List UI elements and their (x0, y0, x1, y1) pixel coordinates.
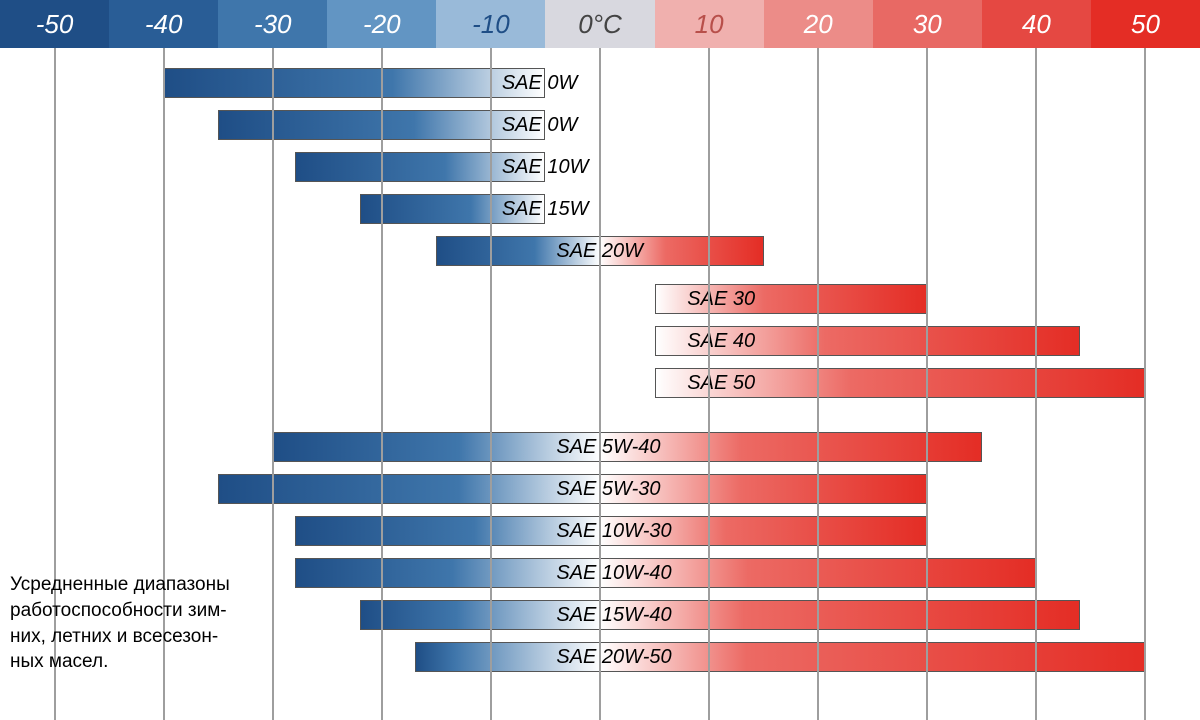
bar-label: SAE 15W-40 (556, 600, 671, 630)
gridline (272, 48, 274, 720)
range-bar (164, 68, 546, 98)
bar-label: SAE 20W-50 (556, 642, 671, 672)
scale-tick: 0°C (545, 0, 654, 48)
temperature-scale-header: -50-40-30-20-100°C1020304050 (0, 0, 1200, 48)
gridline (1035, 48, 1037, 720)
gridline (708, 48, 710, 720)
scale-tick: 30 (873, 0, 982, 48)
scale-tick: 50 (1091, 0, 1200, 48)
gridline (817, 48, 819, 720)
scale-tick: -10 (436, 0, 545, 48)
bar-label: SAE 5W-40 (556, 432, 660, 462)
range-bar (360, 600, 1080, 630)
gridline (490, 48, 492, 720)
gridline (1144, 48, 1146, 720)
gridline (381, 48, 383, 720)
bar-label: SAE 0W (502, 68, 578, 98)
bar-label: SAE 40 (687, 326, 755, 356)
bar-label: SAE 50 (687, 368, 755, 398)
scale-tick: 10 (655, 0, 764, 48)
scale-tick: -20 (327, 0, 436, 48)
scale-tick: -30 (218, 0, 327, 48)
scale-tick: -50 (0, 0, 109, 48)
bar-label: SAE 30 (687, 284, 755, 314)
gridline (599, 48, 601, 720)
bar-label: SAE 5W-30 (556, 474, 660, 504)
scale-tick: -40 (109, 0, 218, 48)
bar-label: SAE 10W-30 (556, 516, 671, 546)
bar-label: SAE 15W (502, 194, 589, 224)
oil-viscosity-range-chart: -50-40-30-20-100°C1020304050 SAE 0W SAE 0… (0, 0, 1200, 720)
bar-label: SAE 10W (502, 152, 589, 182)
bar-label: SAE 0W (502, 110, 578, 140)
scale-tick: 40 (982, 0, 1091, 48)
chart-caption: Усредненные диапазоны работоспособности … (10, 572, 250, 675)
scale-tick: 20 (764, 0, 873, 48)
gridline (926, 48, 928, 720)
bar-label: SAE 10W-40 (556, 558, 671, 588)
